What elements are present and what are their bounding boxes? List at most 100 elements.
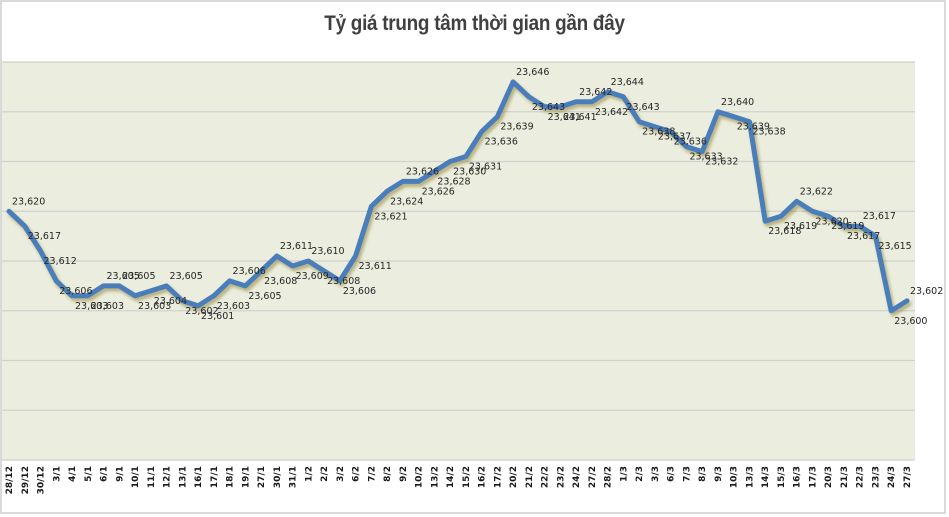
x-tick-label: 16/1 — [194, 466, 204, 488]
data-label: 23,636 — [485, 137, 518, 148]
data-label: 23,605 — [122, 271, 155, 282]
x-tick-label: 27/2 — [588, 466, 598, 488]
x-tick-label: 22/3 — [856, 466, 866, 488]
x-tick-label: 21/3 — [840, 466, 850, 488]
data-label: 23,606 — [233, 266, 266, 277]
data-label: 23,643 — [626, 102, 659, 113]
data-label: 23,619 — [784, 221, 817, 232]
data-label: 23,639 — [500, 122, 533, 133]
data-label: 23,603 — [75, 301, 108, 312]
x-tick-label: 4/1 — [68, 466, 78, 482]
x-tick-label: 29/12 — [21, 466, 31, 494]
x-tick-label: 27/1 — [257, 466, 267, 488]
x-tick-label: 20/2 — [509, 466, 519, 488]
x-tick-label: 30/12 — [37, 466, 47, 494]
x-tick-label: 5/1 — [84, 466, 94, 482]
x-tick-label: 9/2 — [399, 466, 409, 482]
x-tick-label: 16/3 — [793, 466, 803, 488]
x-tick-label: 30/1 — [273, 466, 283, 488]
x-tick-label: 20/3 — [824, 466, 834, 488]
data-label: 23,642 — [595, 107, 628, 118]
data-label: 23,646 — [516, 67, 549, 78]
data-label: 23,639 — [737, 122, 770, 133]
data-label: 23,610 — [311, 246, 344, 257]
data-label: 23,606 — [59, 286, 92, 297]
data-label: 23,615 — [878, 241, 911, 252]
x-tick-label: 3/1 — [52, 466, 62, 482]
x-tick-label: 24/2 — [572, 466, 582, 488]
data-label: 23,640 — [721, 97, 754, 108]
x-tick-label: 13/3 — [745, 466, 755, 488]
x-tick-label: 14/2 — [446, 466, 456, 488]
data-labels: 23,62023,61723,61223,60623,60323,60323,6… — [12, 67, 943, 327]
data-label: 23,611 — [280, 241, 313, 252]
x-tick-label: 31/1 — [289, 466, 299, 488]
data-series-line — [6, 79, 910, 314]
x-tick-label: 8/2 — [383, 466, 393, 482]
data-label: 23,641 — [548, 112, 581, 123]
data-label: 23,608 — [327, 276, 360, 287]
data-label: 23,633 — [689, 152, 722, 163]
data-label: 23,636 — [674, 137, 707, 148]
gridlines — [2, 61, 915, 461]
data-label: 23,617 — [847, 231, 880, 242]
x-tick-label: 28/2 — [604, 466, 614, 488]
x-tick-label: 28/12 — [5, 466, 15, 494]
x-tick-label: 3/2 — [336, 466, 346, 482]
x-tick-label: 14/3 — [761, 466, 771, 488]
data-label: 23,606 — [343, 286, 376, 297]
data-label: 23,618 — [768, 226, 801, 237]
x-tick-label: 9/3 — [714, 466, 724, 482]
x-tick-label: 2/2 — [320, 466, 330, 482]
x-tick-label: 6/2 — [352, 466, 362, 482]
x-tick-label: 18/1 — [226, 466, 236, 488]
data-label: 23,644 — [611, 77, 644, 88]
x-tick-label: 10/1 — [131, 466, 141, 488]
x-tick-label: 22/2 — [541, 466, 551, 488]
data-label: 23,619 — [831, 221, 864, 232]
x-tick-label: 10/2 — [415, 466, 425, 488]
data-label: 23,641 — [563, 112, 596, 123]
data-label: 23,631 — [469, 162, 502, 173]
data-label: 23,617 — [28, 231, 61, 242]
x-tick-label: 9/1 — [115, 466, 125, 482]
x-tick-label: 13/2 — [430, 466, 440, 488]
x-tick-label: 23/2 — [556, 466, 566, 488]
data-label: 23,612 — [44, 256, 77, 267]
x-axis-tick-labels: 28/12 29/12 30/12 3/1 4/1 5/1 6/1 9/1 10/1 11/1 12… — [5, 466, 913, 494]
x-tick-label: 23/3 — [871, 466, 881, 488]
data-label: 23,601 — [201, 311, 234, 322]
data-label: 23,602 — [185, 306, 218, 317]
x-tick-label: 15/2 — [462, 466, 472, 488]
x-tick-label: 17/1 — [210, 466, 220, 488]
x-tick-label: 7/3 — [682, 466, 692, 482]
x-tick-label: 24/3 — [887, 466, 897, 488]
data-label: 23,604 — [154, 296, 187, 307]
x-tick-label: 8/3 — [698, 466, 708, 482]
chart-title: Tỷ giá trung tâm thời gian gần đây — [324, 12, 625, 35]
x-tick-label: 12/1 — [163, 466, 173, 488]
data-label: 23,621 — [374, 211, 407, 222]
x-tick-label: 1/3 — [619, 466, 629, 482]
x-tick-label: 6/1 — [100, 466, 110, 482]
x-tick-label: 17/2 — [493, 466, 503, 488]
data-label: 23,628 — [437, 176, 470, 187]
data-label: 23,638 — [752, 127, 785, 138]
data-label: 23,605 — [248, 291, 281, 302]
x-tick-label: 2/3 — [635, 466, 645, 482]
data-label: 23,624 — [390, 196, 423, 207]
data-label: 23,603 — [138, 301, 171, 312]
x-tick-label: 15/3 — [777, 466, 787, 488]
x-tick-label: 1/2 — [304, 466, 314, 482]
data-label: 23,637 — [658, 132, 691, 143]
x-tick-label: 11/1 — [147, 466, 157, 488]
x-tick-label: 3/3 — [651, 466, 661, 482]
x-tick-label: 10/3 — [730, 466, 740, 488]
data-label: 23,620 — [12, 196, 45, 207]
data-label: 23,603 — [217, 301, 250, 312]
data-label: 23,626 — [406, 166, 439, 177]
x-tick-label: 19/1 — [241, 466, 251, 488]
x-tick-label: 13/1 — [178, 466, 188, 488]
x-tick-label: 21/2 — [525, 466, 535, 488]
